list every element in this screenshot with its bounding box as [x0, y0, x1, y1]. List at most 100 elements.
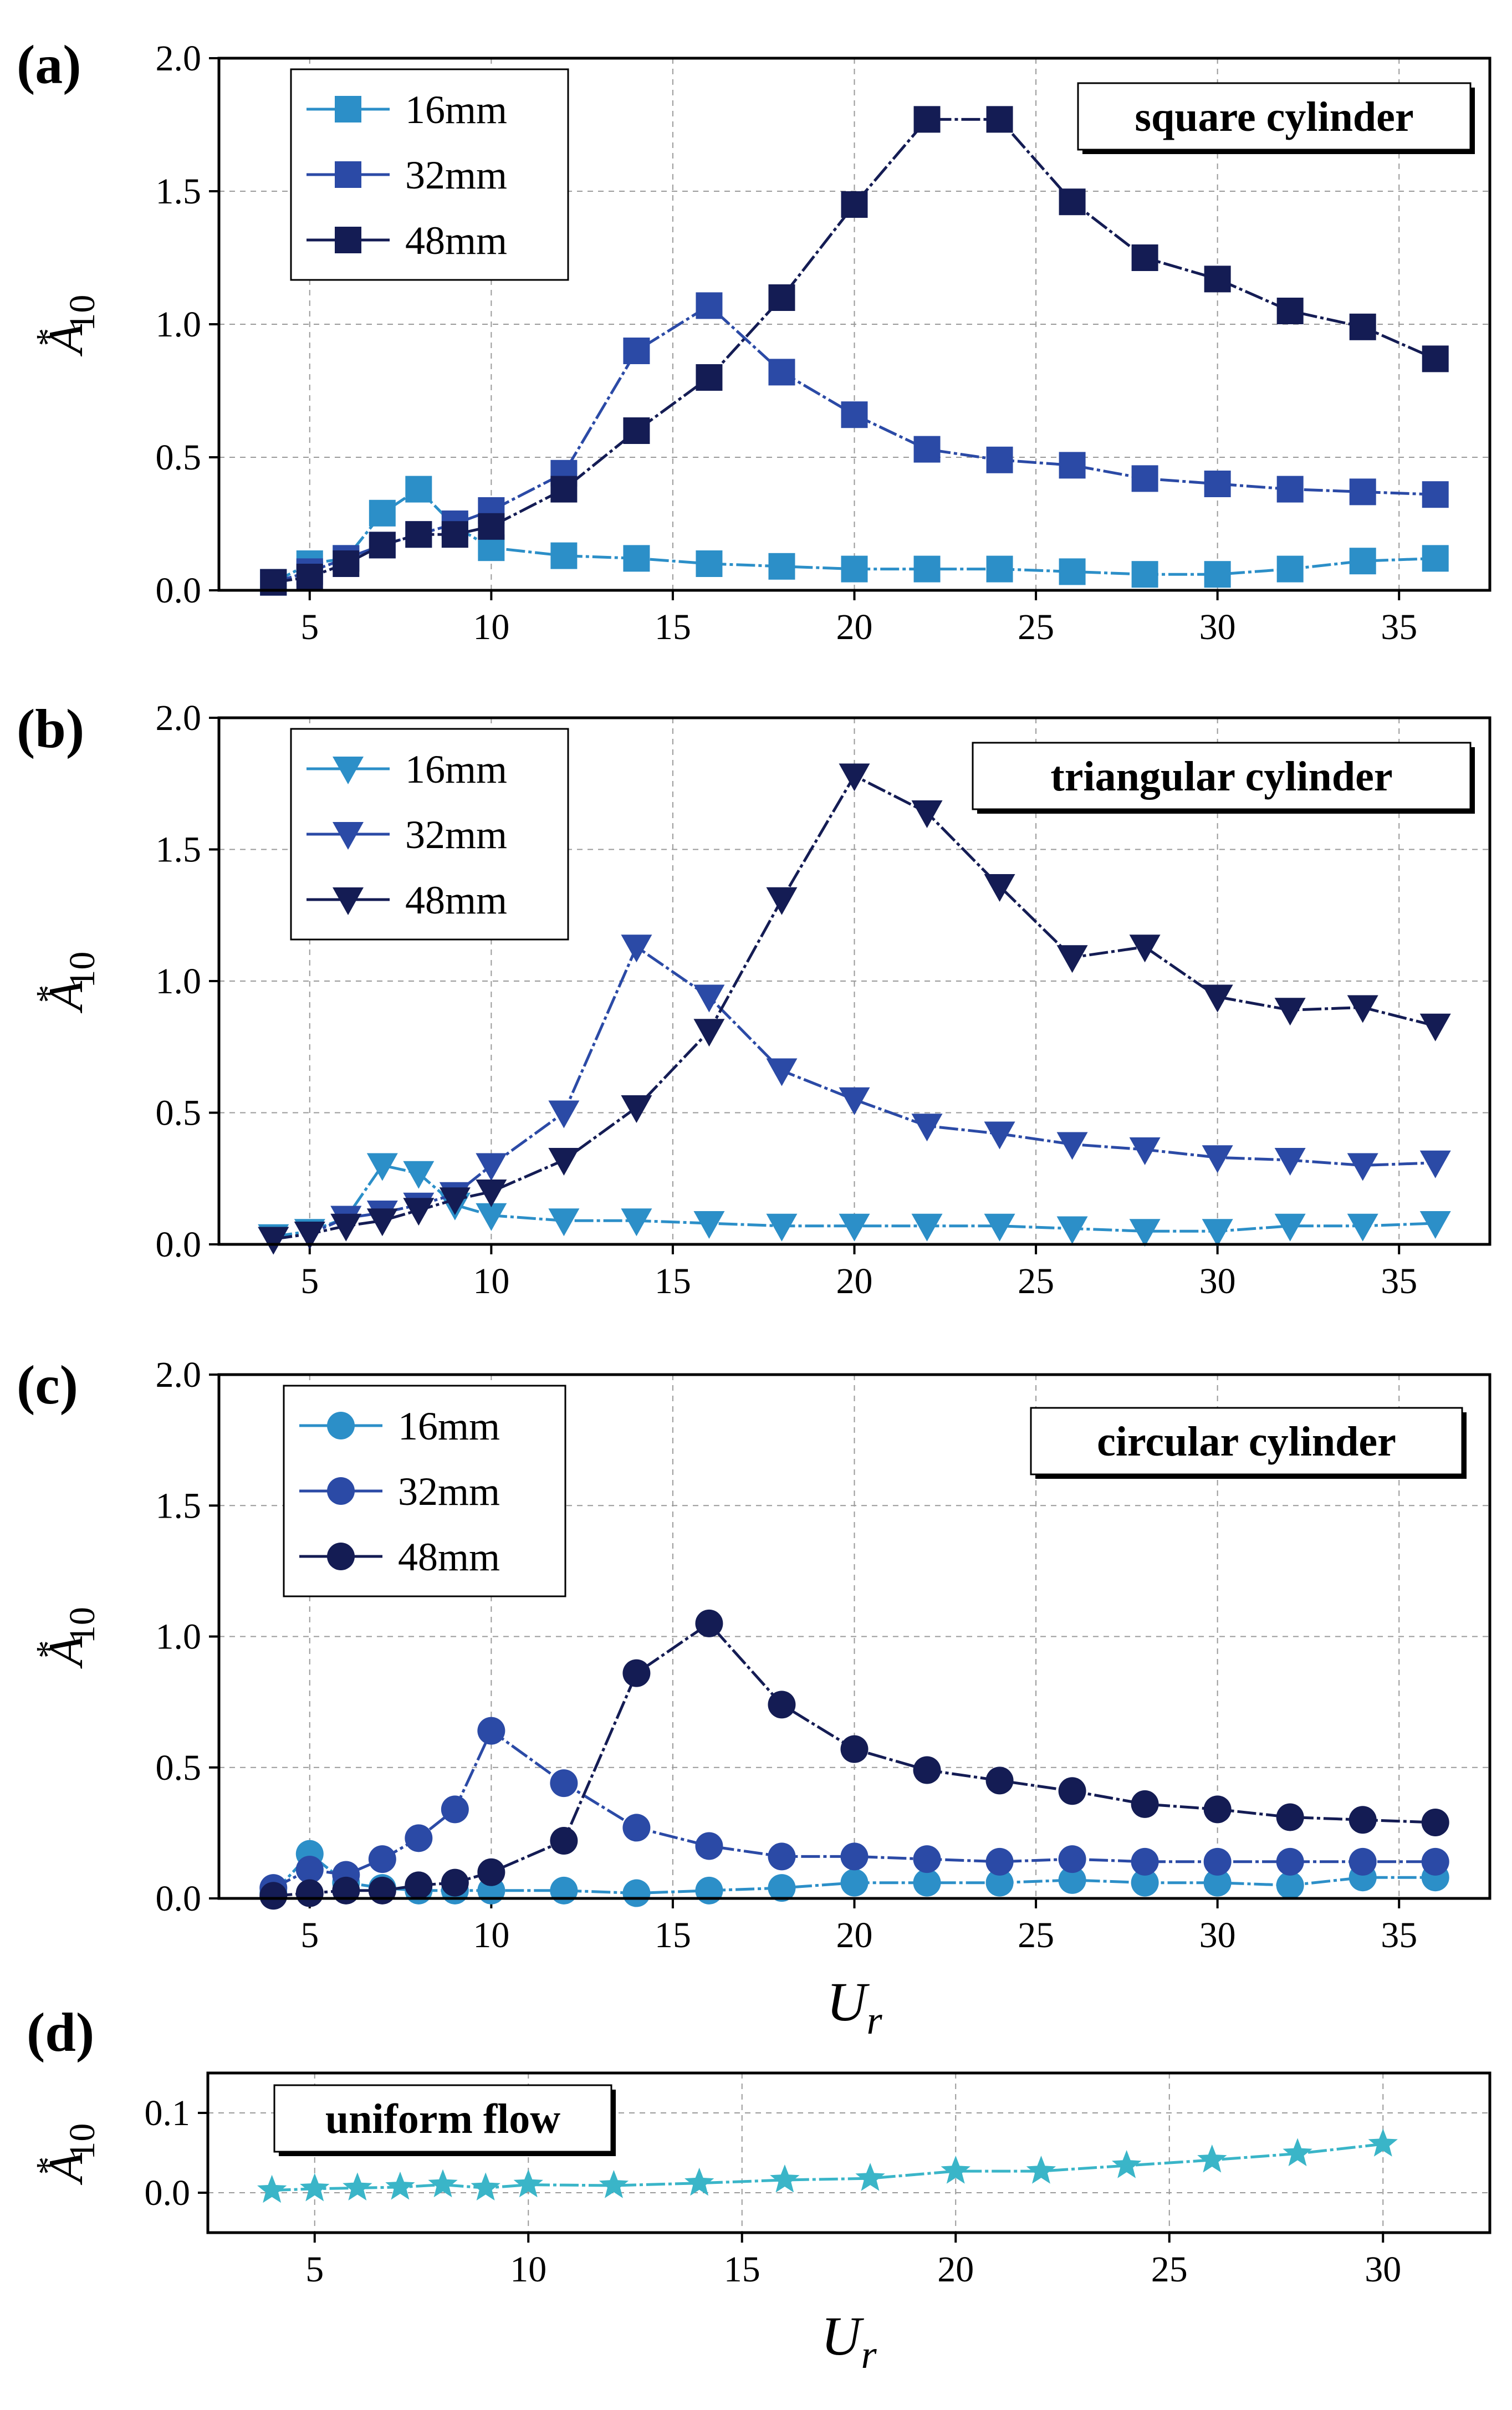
y-axis-label-sup: *: [29, 2157, 69, 2175]
data-point: [1204, 265, 1231, 293]
y-axis-label-main: A: [39, 323, 93, 356]
x-tick-label: 35: [1381, 1261, 1417, 1301]
data-point: [986, 446, 1013, 473]
data-point: [1058, 1866, 1086, 1894]
panel-b: (b) 5 10 15 20 25 30 35 0.0 0.5 1.0 1.5 2.0 16mm 32mm 4…: [17, 698, 1491, 1301]
data-point: [1349, 478, 1376, 506]
data-point: [911, 1114, 943, 1142]
legend-label: 32mm: [405, 813, 507, 857]
panel-label: (b): [17, 698, 84, 759]
data-point: [548, 1148, 580, 1176]
data-point: [623, 545, 650, 572]
data-point: [1421, 1808, 1449, 1836]
title-box-frame: [1077, 82, 1472, 151]
data-point: [693, 1019, 725, 1047]
data-point: [941, 2156, 970, 2184]
y-axis-label-main: A: [39, 980, 93, 1013]
x-axis-label-main: U: [821, 2305, 864, 2367]
data-point: [296, 564, 323, 590]
data-point: [840, 1842, 869, 1871]
legend-label: 16mm: [398, 1404, 500, 1448]
data-point: [911, 1213, 943, 1242]
data-point: [693, 1211, 725, 1239]
data-point: [405, 476, 432, 503]
data-point: [766, 1058, 798, 1086]
y-tick-label: 2.0: [156, 38, 202, 79]
data-point: [1422, 545, 1449, 572]
legend-marker: [333, 887, 364, 915]
y-axis-label: A*10: [29, 295, 103, 357]
y-tick-label: 0.5: [156, 1748, 202, 1788]
x-tick-label: 25: [1018, 607, 1054, 647]
panel-c: (c) 5 10 15 20 25 30 35 0.0 0.5 1.0 1.5 2.0 16mm 32mm 4…: [17, 1354, 1491, 2043]
legend-marker: [335, 96, 361, 122]
series-32mm: [259, 1717, 1449, 1902]
x-tick-label: 35: [1381, 607, 1417, 647]
panel-title: square cylinder: [1135, 94, 1413, 140]
x-axis-label-sub: r: [867, 1998, 883, 2043]
data-point: [441, 521, 468, 548]
legend-marker: [327, 1477, 355, 1505]
data-point: [366, 1208, 398, 1237]
x-tick-label: 15: [655, 607, 691, 647]
data-point: [403, 1161, 435, 1189]
data-point: [476, 1180, 507, 1207]
x-tick-label: 20: [836, 607, 873, 647]
x-tick-label: 10: [473, 1915, 509, 1955]
data-point: [841, 555, 868, 583]
y-tick-label: 0.0: [156, 570, 202, 611]
data-point: [984, 874, 1015, 902]
legend-label: 32mm: [405, 153, 507, 197]
data-point: [1283, 2138, 1312, 2167]
data-point: [428, 2169, 458, 2198]
data-point: [1203, 1868, 1232, 1897]
data-point: [768, 284, 795, 311]
data-point: [623, 338, 650, 364]
x-axis-label: Ur: [821, 2305, 877, 2377]
data-point: [1204, 471, 1231, 497]
data-point: [441, 1795, 469, 1824]
data-point: [984, 1213, 1015, 1242]
x-tick-label: 30: [1199, 1261, 1236, 1301]
x-tick-label: 10: [510, 2249, 546, 2290]
x-tick-label: 5: [300, 607, 319, 647]
data-point: [696, 550, 723, 577]
data-point: [1349, 548, 1376, 575]
series-48mm: [258, 763, 1451, 1255]
y-tick-label: 1.5: [156, 830, 202, 870]
data-point: [1419, 1211, 1451, 1239]
data-point: [695, 1876, 723, 1904]
data-point: [439, 1187, 471, 1216]
x-tick-label: 30: [1199, 607, 1236, 647]
legend-marker: [335, 161, 361, 188]
data-point: [911, 800, 943, 828]
y-tick-label: 0.1: [145, 2093, 191, 2133]
y-axis-label-sub: 10: [62, 1607, 103, 1643]
data-point: [768, 553, 795, 580]
data-point: [478, 513, 505, 540]
x-tick-label: 20: [836, 1261, 873, 1301]
legend-label: 48mm: [405, 218, 507, 263]
data-point: [550, 1769, 578, 1798]
data-point: [1347, 1213, 1378, 1242]
data-point: [259, 1882, 288, 1910]
data-point: [405, 521, 432, 548]
data-point: [1131, 244, 1158, 271]
y-tick-label: 1.0: [156, 304, 202, 345]
data-point: [1276, 1871, 1304, 1900]
data-point: [1347, 1153, 1378, 1181]
data-point: [986, 555, 1013, 583]
data-point: [623, 417, 650, 444]
data-point: [839, 1087, 870, 1115]
y-tick-label: 2.0: [156, 698, 202, 738]
data-point: [1131, 465, 1158, 492]
data-point: [985, 1766, 1014, 1795]
data-point: [403, 1198, 435, 1226]
data-point: [1203, 1795, 1232, 1824]
y-axis-label: A*10: [29, 952, 103, 1014]
data-point: [369, 499, 396, 527]
series-uniform-flow: [257, 2128, 1398, 2203]
data-point: [622, 1814, 651, 1842]
plot-frame: [217, 1373, 1491, 1900]
y-axis-label-sub: 10: [62, 295, 103, 331]
